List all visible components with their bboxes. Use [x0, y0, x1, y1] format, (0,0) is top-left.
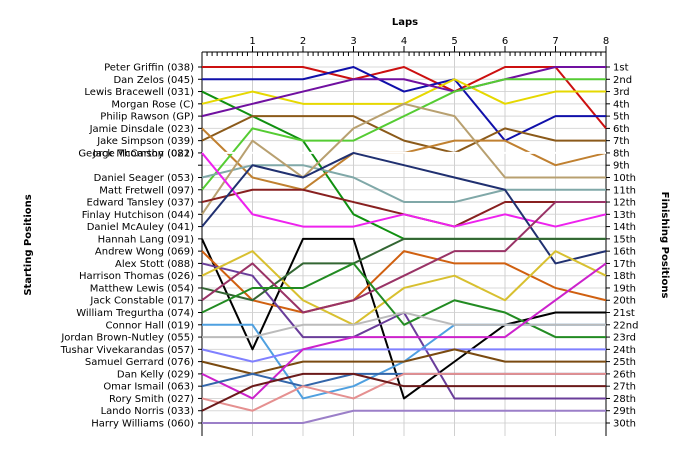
series-line [202, 66, 607, 130]
finish-label: 20th [613, 296, 636, 307]
series-line [201, 152, 607, 228]
start-label: Harrison Thomas (026) [79, 271, 194, 282]
finish-label: 24th [613, 345, 636, 356]
start-label: Dan Zelos (045) [113, 75, 194, 86]
finish-label: 12th [613, 198, 636, 209]
start-label: Jack Constable (017) [89, 296, 194, 307]
right-axis-title: Finishing Positions [659, 192, 670, 299]
start-label: Hannah Lang (091) [98, 234, 195, 245]
finish-label: 23rd [613, 333, 636, 344]
series-line [201, 262, 606, 339]
start-label: Peter Griffin (038) [104, 63, 194, 74]
series-line [201, 250, 607, 326]
series-line [201, 102, 606, 215]
start-label: Harry Williams (060) [91, 419, 194, 430]
finish-label: 28th [613, 394, 636, 405]
finish-label: 10th [613, 173, 636, 184]
series-line [201, 66, 606, 118]
start-label: Finlay Hutchison (044) [82, 210, 194, 221]
start-label: Omar Ismail (063) [103, 382, 194, 393]
start-label: Tushar Vivekarandas (057) [60, 345, 195, 356]
finish-label: 22nd [613, 320, 638, 331]
lap-tick-label: 2 [300, 36, 306, 47]
start-label: Andrew Wong (069) [95, 247, 194, 258]
start-label: Samuel Gerrard (076) [85, 357, 194, 368]
start-label: Jamie Dinsdale (023) [89, 124, 195, 135]
x-axis-title: Laps [392, 17, 418, 28]
start-labels: Peter Griffin (038)Dan Zelos (045)Lewis … [60, 63, 195, 430]
finish-label: 8th [613, 148, 630, 159]
finish-label: 14th [613, 222, 636, 233]
series-line [201, 78, 606, 191]
start-label: William Tregurtha (074) [76, 308, 194, 319]
finish-label: 29th [613, 406, 636, 417]
series-line [201, 348, 606, 375]
series-line [201, 164, 606, 204]
finish-label: 6th [613, 124, 630, 135]
finish-labels: 1st2nd3rd4th5th6th7th8th9th10th11th12th1… [613, 63, 638, 430]
series-line [201, 250, 607, 314]
finish-label: 7th [613, 136, 630, 147]
series-line [202, 409, 606, 424]
finish-label: 30th [613, 419, 636, 430]
series-line [201, 201, 606, 314]
finish-label: 15th [613, 234, 636, 245]
start-label: Jack McCarthy (081) [92, 148, 194, 159]
series-line [201, 115, 606, 154]
start-label: Alex Stott (088) [115, 259, 194, 270]
lap-tick-label: 7 [552, 36, 558, 47]
start-label: Jake Simpson (039) [96, 136, 194, 147]
start-label: Edward Tansley (037) [87, 198, 195, 209]
left-axis-title: Starting Positions [23, 194, 34, 295]
start-label: Daniel Seager (053) [94, 173, 194, 184]
start-label: Philip Rawson (GP) [100, 112, 194, 123]
series-line [202, 311, 606, 339]
finish-label: 13th [613, 210, 636, 221]
lap-tick-label: 8 [603, 36, 609, 47]
start-label: George Thomson (022) [78, 148, 194, 159]
start-label: Lewis Bracewell (031) [84, 87, 194, 98]
start-label: Connor Hall (019) [106, 320, 195, 331]
series-line [201, 372, 606, 412]
lap-tick-label: 4 [401, 36, 407, 47]
finish-label: 27th [613, 382, 636, 393]
lap-tick-label: 5 [451, 36, 457, 47]
finish-label: 19th [613, 283, 636, 294]
start-label: Matthew Lewis (054) [90, 283, 194, 294]
finish-label: 4th [613, 99, 630, 110]
lap-ticks: 1 2 3 4 5 6 7 8 [249, 36, 609, 52]
finish-label: 17th [613, 259, 636, 270]
series-lines [201, 66, 607, 424]
series-line [201, 372, 606, 412]
lap-tick-label: 3 [350, 36, 356, 47]
start-label: Matt Fretwell (097) [99, 185, 194, 196]
finish-label: 9th [613, 161, 630, 172]
series-line [201, 348, 606, 363]
start-label: Jordan Brown-Nutley (055) [60, 333, 194, 344]
start-label: Dan Kelly (029) [117, 369, 194, 380]
lap-tick-label: 6 [502, 36, 508, 47]
lap-tick-label: 1 [249, 36, 255, 47]
finish-label: 18th [613, 271, 636, 282]
finish-label: 11th [613, 185, 636, 196]
finish-label: 25th [613, 357, 636, 368]
series-line [202, 66, 606, 142]
finish-label: 1st [613, 63, 629, 74]
finish-label: 21st [613, 308, 635, 319]
start-label: Morgan Rose (C) [111, 99, 194, 110]
finish-label: 5th [613, 112, 630, 123]
finish-label: 26th [613, 369, 636, 380]
finish-label: 16th [613, 247, 636, 258]
series-line [201, 237, 606, 400]
finish-label: 2nd [613, 75, 632, 86]
start-label: Daniel McAuley (041) [87, 222, 194, 233]
start-label: Rory Smith (027) [109, 394, 194, 405]
start-label: Lando Norris (033) [101, 406, 194, 417]
finish-label: 3rd [613, 87, 630, 98]
